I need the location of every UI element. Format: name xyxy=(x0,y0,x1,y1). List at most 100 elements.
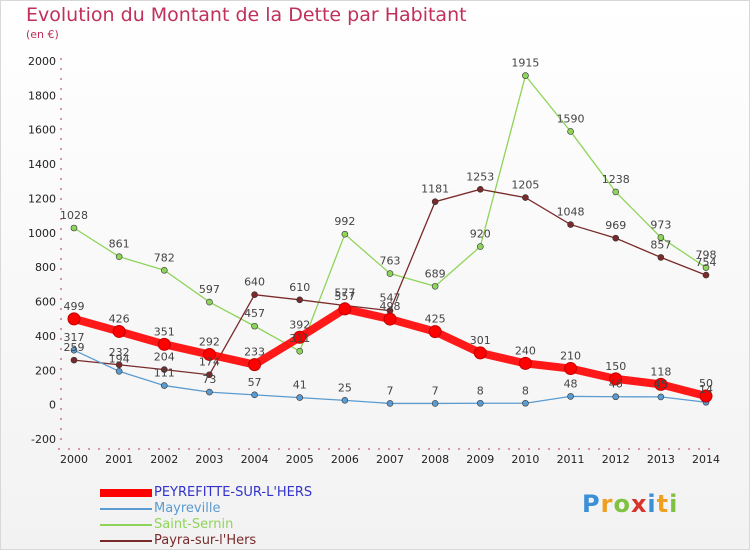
data-point xyxy=(431,282,439,290)
data-label: 425 xyxy=(425,313,446,326)
data-label: 48 xyxy=(564,377,578,390)
legend-label: Saint-Sernin xyxy=(154,517,234,532)
x-tick-label: 2009 xyxy=(466,453,494,466)
data-point xyxy=(657,393,665,401)
data-point xyxy=(612,393,620,401)
data-label: 920 xyxy=(470,228,491,241)
data-label: 233 xyxy=(244,346,265,359)
data-label: 8 xyxy=(522,384,529,397)
data-label: 259 xyxy=(64,341,85,354)
data-label: 392 xyxy=(289,318,310,331)
legend-item: Mayreville xyxy=(100,501,360,517)
legend-item: Payra-sur-l'Hers xyxy=(100,533,360,549)
data-label: 118 xyxy=(650,365,671,378)
data-label: 577 xyxy=(334,286,355,299)
data-point xyxy=(160,266,168,274)
x-tick-label: 2007 xyxy=(376,453,404,466)
data-point xyxy=(431,400,439,407)
data-point xyxy=(476,186,484,193)
x-tick-label: 2006 xyxy=(331,453,359,466)
data-label: 351 xyxy=(154,325,175,338)
data-point xyxy=(567,128,574,135)
data-point xyxy=(293,330,307,344)
data-point xyxy=(70,346,78,354)
x-tick-label: 2005 xyxy=(286,453,314,466)
logo-letter: P xyxy=(582,490,601,518)
data-label: 204 xyxy=(154,351,175,364)
legend: PEYREFITTE-SUR-L'HERS Mayreville Saint-Ser… xyxy=(100,485,360,549)
data-point xyxy=(657,234,665,241)
x-tick-label: 2011 xyxy=(557,453,585,466)
data-label: 1205 xyxy=(511,179,539,192)
data-point xyxy=(386,400,394,407)
data-point xyxy=(160,366,168,373)
data-point xyxy=(338,302,352,316)
data-label: 969 xyxy=(605,219,626,232)
logo-letter: x xyxy=(630,490,648,518)
data-label: 232 xyxy=(109,346,130,359)
x-tick-label: 2008 xyxy=(421,453,449,466)
legend-swatch xyxy=(100,489,152,497)
x-tick-label: 2004 xyxy=(241,453,269,466)
data-label: 301 xyxy=(470,334,491,347)
legend-swatch xyxy=(100,540,152,542)
data-point xyxy=(654,377,668,391)
data-point xyxy=(206,298,213,306)
data-point xyxy=(112,324,126,338)
x-tick-label: 2002 xyxy=(150,453,178,466)
y-tick-label: 200 xyxy=(35,364,56,377)
legend-label: PEYREFITTE-SUR-L'HERS xyxy=(154,485,313,500)
data-point xyxy=(251,291,258,298)
data-label: 14 xyxy=(699,383,713,396)
data-point xyxy=(341,230,349,238)
x-tick-label: 2003 xyxy=(195,453,223,466)
data-point xyxy=(341,397,349,404)
data-label: 782 xyxy=(154,251,175,264)
series-layer xyxy=(67,72,713,407)
data-point xyxy=(518,356,532,370)
logo-letter: i xyxy=(647,490,657,518)
data-label: 7 xyxy=(432,384,439,397)
data-point xyxy=(115,361,123,369)
data-point xyxy=(476,399,484,407)
data-point xyxy=(296,296,304,304)
data-point xyxy=(251,391,258,399)
data-label: 1048 xyxy=(557,206,585,219)
y-tick-label: 800 xyxy=(35,261,56,274)
x-tick-label: 2010 xyxy=(511,453,539,466)
x-tick-label: 2001 xyxy=(105,453,133,466)
data-label: 150 xyxy=(605,360,626,373)
data-label: 1590 xyxy=(557,112,585,125)
data-label: 210 xyxy=(560,350,581,363)
data-point xyxy=(476,243,484,250)
data-label: 597 xyxy=(199,283,220,296)
data-label: 240 xyxy=(515,344,536,357)
data-label: 498 xyxy=(380,300,401,313)
data-label: 1238 xyxy=(602,173,630,186)
data-point xyxy=(564,362,578,376)
data-label: 194 xyxy=(109,352,130,365)
data-point xyxy=(206,388,213,396)
data-label: 111 xyxy=(154,367,175,380)
y-tick-label: 600 xyxy=(35,296,56,309)
proxiti-logo: Proxiti xyxy=(582,490,678,518)
data-point xyxy=(609,372,623,386)
data-label: 292 xyxy=(199,335,220,348)
data-point xyxy=(67,312,81,326)
x-tick-label: 2000 xyxy=(60,453,88,466)
legend-swatch xyxy=(100,508,152,510)
data-label: 317 xyxy=(64,331,85,344)
y-tick-label: 1800 xyxy=(28,89,56,102)
data-point xyxy=(251,322,258,330)
axes: -200 0 200 400 600 800 1000 1200 1400 1600 1800 200… xyxy=(28,55,720,466)
data-label: 861 xyxy=(109,238,130,251)
x-tick-label: 2014 xyxy=(692,453,720,466)
data-label: 992 xyxy=(334,215,355,228)
data-point xyxy=(657,254,665,261)
data-label: 8 xyxy=(477,384,484,397)
data-label: 25 xyxy=(338,381,352,394)
data-label: 763 xyxy=(380,255,401,268)
data-point xyxy=(296,394,304,401)
